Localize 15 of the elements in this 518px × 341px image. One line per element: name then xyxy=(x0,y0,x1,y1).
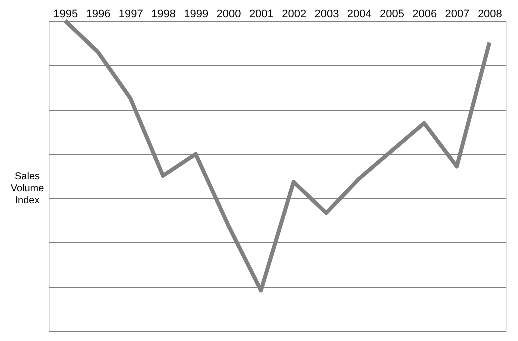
x-tick-label: 1995 xyxy=(54,8,78,20)
x-tick-label: 2006 xyxy=(412,8,438,20)
x-tick-label: 1999 xyxy=(184,8,209,20)
x-tick-label: 2003 xyxy=(314,8,340,20)
x-tick-label: 2000 xyxy=(216,8,242,20)
x-tick-label: 2005 xyxy=(380,8,404,20)
y-axis-title: Sales Volume Index xyxy=(10,172,45,206)
x-tick-label: 1997 xyxy=(118,8,144,20)
x-tick-label: 2002 xyxy=(282,8,307,20)
x-tick-label: 2008 xyxy=(478,8,502,20)
x-tick-label: 2001 xyxy=(249,8,274,20)
x-tick-label: 2007 xyxy=(445,8,470,20)
x-tick-label: 1998 xyxy=(152,8,176,20)
x-tick-label: 2004 xyxy=(347,8,372,20)
x-tick-label: 1996 xyxy=(86,8,111,20)
